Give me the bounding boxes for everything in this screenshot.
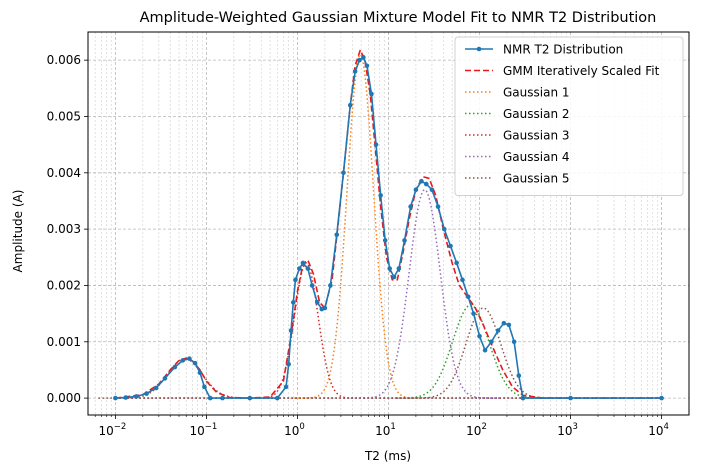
data-point — [297, 266, 302, 271]
data-point — [347, 102, 353, 108]
legend-label: Gaussian 5 — [503, 172, 570, 186]
data-point — [489, 339, 494, 345]
legend: NMR T2 Distribution GMM Iteratively Scale… — [454, 36, 684, 196]
series-2-line — [294, 53, 427, 399]
data-point — [305, 266, 311, 271]
data-point — [123, 395, 129, 400]
y-tick-label: 0.006 — [47, 53, 81, 67]
data-point — [471, 311, 476, 316]
data-point — [293, 277, 298, 283]
data-point — [387, 266, 392, 271]
data-point — [361, 55, 366, 60]
data-point — [314, 300, 320, 305]
data-point — [511, 339, 517, 345]
data-point — [274, 395, 280, 401]
data-point — [288, 328, 294, 333]
data-point — [144, 391, 149, 396]
y-tick-label: 0.000 — [47, 391, 81, 405]
data-point — [352, 69, 358, 74]
legend-label: GMM Iteratively Scaled Fit — [503, 64, 660, 78]
data-point — [153, 385, 159, 391]
x-tick-label: 100 — [284, 422, 305, 438]
data-point — [180, 358, 186, 363]
data-point — [378, 193, 383, 198]
data-point — [357, 57, 362, 63]
x-tick-label: 10−2 — [98, 422, 126, 438]
y-tick-label: 0.003 — [47, 222, 81, 236]
data-point — [465, 294, 471, 300]
data-point — [247, 395, 253, 401]
data-point — [300, 260, 306, 266]
data-point — [429, 187, 435, 193]
data-point — [396, 266, 402, 271]
data-point — [413, 187, 419, 193]
legend-box — [454, 36, 684, 196]
x-axis-label: T2 (ms) — [364, 449, 411, 463]
y-tick-label: 0.004 — [47, 166, 81, 180]
data-point — [286, 362, 291, 367]
plot-series — [98, 49, 664, 401]
data-point — [460, 277, 465, 283]
data-point — [423, 181, 429, 187]
data-point — [187, 356, 192, 361]
data-point — [341, 170, 346, 176]
data-point — [382, 238, 388, 243]
data-point — [162, 376, 168, 381]
chart-title: Amplitude-Weighted Gaussian Mixture Mode… — [140, 10, 657, 26]
series-4-line — [247, 262, 365, 399]
data-point — [291, 300, 296, 305]
data-point — [113, 395, 118, 401]
data-point — [506, 322, 512, 328]
data-point — [309, 283, 315, 288]
x-tick-label: 104 — [648, 422, 669, 438]
data-point — [328, 283, 333, 288]
data-point — [419, 178, 424, 184]
legend-marker — [476, 46, 482, 52]
data-point — [516, 373, 522, 378]
data-point — [283, 384, 289, 390]
data-point — [364, 63, 370, 69]
data-point — [220, 395, 225, 401]
data-point — [369, 91, 374, 97]
data-point — [402, 238, 407, 243]
y-tick-label: 0.002 — [47, 278, 81, 292]
data-point — [482, 347, 488, 353]
data-point — [495, 328, 501, 333]
data-point — [408, 204, 413, 209]
data-point — [322, 305, 328, 311]
data-point — [501, 320, 507, 326]
data-point — [477, 333, 482, 339]
data-point — [373, 142, 379, 147]
data-point — [192, 360, 198, 366]
data-point — [197, 370, 203, 376]
data-point — [172, 364, 178, 370]
y-tick-label: 0.005 — [47, 109, 81, 123]
axes: 10−2 10−1 100 101 102 103 104 0.000 0.001 0.002 0.… — [47, 53, 669, 438]
data-point — [391, 274, 397, 280]
legend-label: Gaussian 1 — [503, 86, 570, 100]
legend-label: NMR T2 Distribution — [503, 43, 623, 57]
data-point — [520, 395, 526, 401]
x-tick-label: 10−1 — [190, 422, 218, 438]
legend-label: Gaussian 2 — [503, 107, 570, 121]
data-point — [454, 260, 459, 266]
data-point — [334, 232, 340, 238]
x-tick-label: 101 — [375, 422, 396, 438]
data-point — [659, 395, 664, 401]
legend-label: Gaussian 3 — [503, 129, 570, 143]
data-point — [435, 204, 441, 209]
y-axis-label: Amplitude (A) — [11, 190, 25, 273]
data-point — [448, 243, 453, 249]
data-point — [202, 384, 207, 390]
x-tick-label: 102 — [466, 422, 487, 438]
data-point — [441, 226, 447, 232]
x-tick-label: 103 — [557, 422, 578, 438]
y-tick-label: 0.001 — [47, 335, 81, 349]
legend-label: Gaussian 4 — [503, 150, 570, 164]
data-point — [568, 395, 573, 401]
data-point — [134, 394, 139, 399]
data-point — [207, 395, 213, 401]
